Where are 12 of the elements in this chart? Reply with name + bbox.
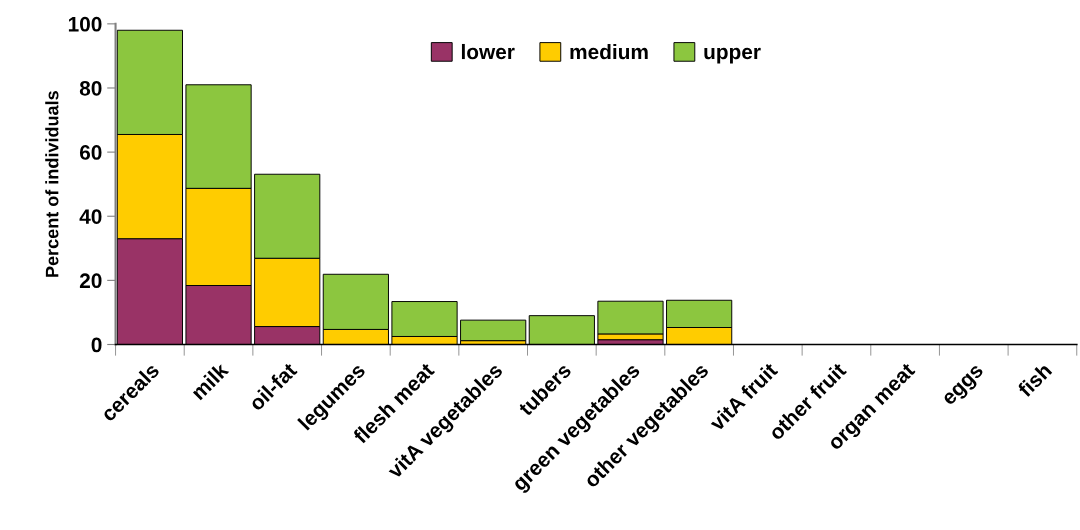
y-tick-label: 100 [68, 16, 102, 32]
x-tick-label: fish [1016, 362, 1053, 398]
y-tick-label: 0 [91, 337, 102, 353]
y-axis-title: Percent of individuals [45, 91, 59, 277]
bar [460, 319, 527, 342]
y-tick-label: 80 [79, 80, 102, 96]
y-tick-label: 60 [79, 145, 102, 160]
y-tick-label: 40 [79, 209, 102, 224]
legend-label: lower [461, 43, 515, 60]
legend-label: medium [570, 43, 648, 60]
y-tick-label: 20 [79, 273, 102, 289]
legend-label: upper [704, 47, 761, 64]
